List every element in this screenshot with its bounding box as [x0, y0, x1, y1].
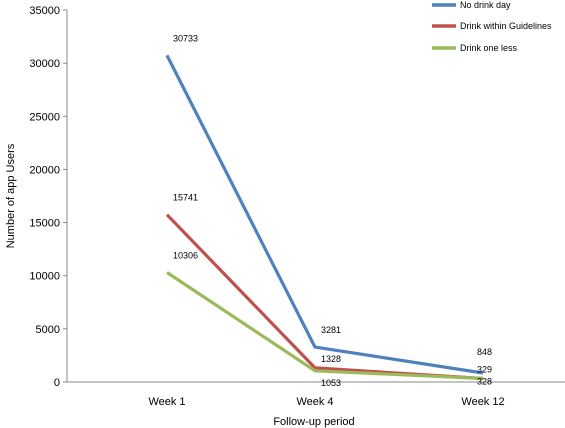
data-label: 328	[477, 377, 492, 387]
x-axis-title: Follow-up period	[273, 416, 354, 428]
data-label: 329	[477, 365, 492, 375]
legend-label: No drink day	[460, 0, 511, 10]
data-labels: 30733 3281 848 15741 1328 329 10306 1053 328	[173, 33, 492, 387]
y-tick-label: 30000	[29, 58, 60, 70]
legend: No drink day Drink within Guidelines Drink…	[432, 0, 552, 53]
data-label: 10306	[173, 250, 198, 260]
legend-label: Drink within Guidelines	[460, 21, 552, 31]
y-axis: 0 5000 10000 15000 20000 25000 30000 35000	[29, 5, 68, 389]
legend-label: Drink one less	[460, 43, 518, 53]
y-tick-label: 10000	[29, 271, 60, 283]
data-label: 3281	[321, 325, 341, 335]
series-lines	[165, 54, 484, 381]
y-tick-label: 35000	[29, 5, 60, 17]
y-tick-label: 5000	[36, 324, 60, 336]
data-label: 1328	[321, 354, 341, 364]
data-label: 15741	[173, 193, 198, 203]
y-tick-label: 20000	[29, 164, 60, 176]
y-tick-label: 25000	[29, 111, 60, 123]
x-tick-label: Week 4	[296, 396, 333, 408]
x-tick-label: Week 1	[148, 396, 185, 408]
series-line-2	[166, 271, 484, 381]
data-label: 1053	[321, 378, 341, 388]
y-axis-title: Number of app Users	[5, 143, 17, 248]
y-tick-label: 15000	[29, 218, 60, 230]
series-line-0	[165, 54, 484, 375]
x-axis: Week 1 Week 4 Week 12	[67, 381, 565, 408]
x-tick-label: Week 12	[461, 396, 504, 408]
data-label: 848	[477, 347, 492, 357]
y-tick-label: 0	[54, 377, 60, 389]
data-label: 30733	[173, 33, 198, 43]
